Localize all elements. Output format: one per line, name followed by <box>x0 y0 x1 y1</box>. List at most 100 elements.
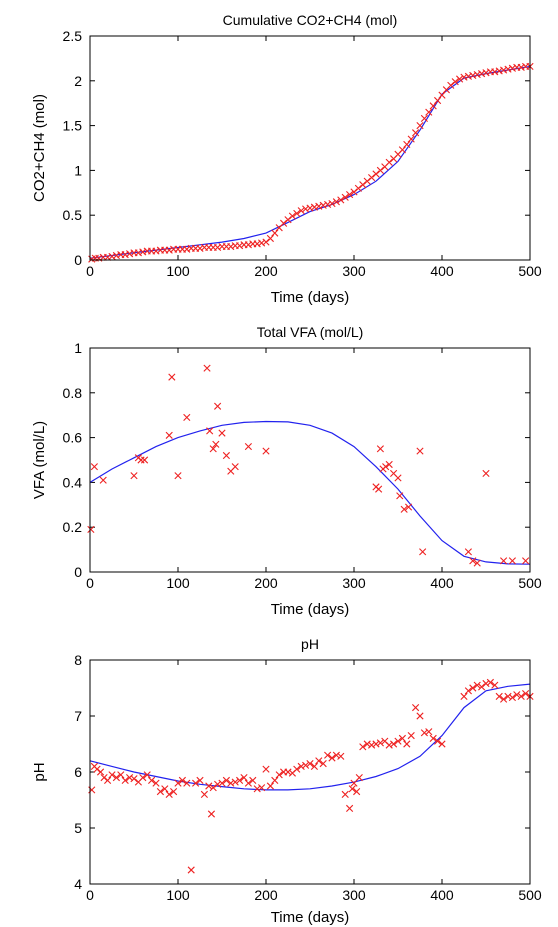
y-tick-label: 1.5 <box>63 118 83 134</box>
observed-point <box>174 779 182 787</box>
chart-panel-ph: pH pH Time (days) 0 100 200 300 400 500 4 5 6 7 8 <box>31 636 542 926</box>
observed-point <box>212 440 220 448</box>
observed-point <box>121 776 129 784</box>
observed-point <box>478 683 486 691</box>
observed-point <box>385 158 393 166</box>
observed-point <box>271 229 279 237</box>
observed-point <box>438 91 446 99</box>
observed-point <box>284 768 292 776</box>
axis-ticks: 0 100 200 300 400 500 4 5 6 7 8 <box>74 652 542 903</box>
observed-point <box>464 548 472 556</box>
y-tick-label: 1 <box>74 340 82 356</box>
observed-point <box>140 456 149 464</box>
observed-point <box>214 780 222 788</box>
observed-point <box>394 737 402 745</box>
x-tick-label: 400 <box>430 887 454 903</box>
observed-point <box>491 681 499 689</box>
observed-point <box>262 447 270 455</box>
observed-point <box>368 173 376 182</box>
y-tick-label: 0 <box>74 564 82 580</box>
observed-point <box>262 238 270 246</box>
observed-point <box>183 413 191 422</box>
observed-point <box>203 364 211 372</box>
observed-point <box>396 492 404 500</box>
observed-point <box>253 240 261 248</box>
observed-point <box>460 692 468 700</box>
observed-point <box>143 771 151 779</box>
observed-point <box>354 184 362 192</box>
observed-point <box>324 200 332 209</box>
observed-point <box>368 741 376 749</box>
observed-point <box>375 485 383 493</box>
observed-point <box>262 765 270 773</box>
x-tick-label: 100 <box>166 887 190 903</box>
chart-title: Total VFA (mol/L) <box>257 324 364 340</box>
observed-point <box>178 776 186 784</box>
observed-point <box>420 114 428 123</box>
observed-point <box>416 122 424 130</box>
observed-point <box>350 779 358 787</box>
observed-point <box>196 244 204 252</box>
observed-point <box>231 463 239 471</box>
observed-point <box>231 778 239 786</box>
observed-point <box>227 242 235 251</box>
observed-point <box>302 761 310 769</box>
observed-point <box>500 695 508 703</box>
y-tick-label: 8 <box>74 652 82 668</box>
observed-point <box>297 207 305 215</box>
observed-point <box>249 776 257 784</box>
x-tick-label: 500 <box>518 887 542 903</box>
observed-point <box>341 193 349 201</box>
observed-point <box>508 557 516 565</box>
observed-point <box>495 692 503 700</box>
observed-point <box>244 241 252 249</box>
observed-point <box>258 784 266 792</box>
x-tick-label: 500 <box>518 575 542 591</box>
observed-point <box>168 373 176 381</box>
observed-point <box>353 788 361 796</box>
observed-point <box>192 779 200 787</box>
observed-point <box>137 456 145 464</box>
observed-point <box>346 191 354 199</box>
observed-point <box>434 96 442 105</box>
observed-point <box>297 762 305 770</box>
model-fit-line <box>89 65 531 259</box>
observed-point <box>382 463 390 471</box>
x-tick-label: 400 <box>430 575 454 591</box>
axes-frame <box>89 347 531 573</box>
observed-point <box>104 776 112 784</box>
observed-point <box>332 751 340 759</box>
observed-point <box>438 740 446 748</box>
observed-point <box>404 503 413 511</box>
observed-point <box>376 739 384 747</box>
observed-point <box>207 810 216 818</box>
observed-point <box>394 474 402 482</box>
observed-point <box>469 557 477 565</box>
observed-point <box>130 472 138 480</box>
observed-point <box>108 771 116 779</box>
observed-point <box>187 866 195 874</box>
observed-point <box>429 102 437 110</box>
observed-point <box>310 762 318 770</box>
observed-point <box>328 199 336 208</box>
observed-point <box>148 776 156 784</box>
observed-point <box>403 740 411 748</box>
observed-point <box>288 212 296 220</box>
axes-frame <box>89 659 531 885</box>
chart-panel-cumulative-gas: Cumulative CO2+CH4 (mol) CO2+CH4 (mol) T… <box>31 12 542 306</box>
observed-point <box>447 81 455 89</box>
observed-point <box>200 790 208 798</box>
x-tick-label: 0 <box>86 887 94 903</box>
x-axis-label: Time (days) <box>271 601 350 618</box>
chart-panel-total-vfa: Total VFA (mol/L) VFA (mol/L) Time (days… <box>31 324 542 618</box>
y-tick-label: 1 <box>74 162 82 178</box>
observed-point <box>183 779 191 787</box>
observed-point <box>341 790 349 798</box>
observed-point <box>332 198 340 206</box>
data-marks <box>87 364 531 567</box>
data-marks <box>88 678 534 874</box>
observed-point <box>473 681 481 689</box>
x-tick-label: 200 <box>254 263 278 279</box>
y-tick-label: 2.5 <box>63 28 83 44</box>
